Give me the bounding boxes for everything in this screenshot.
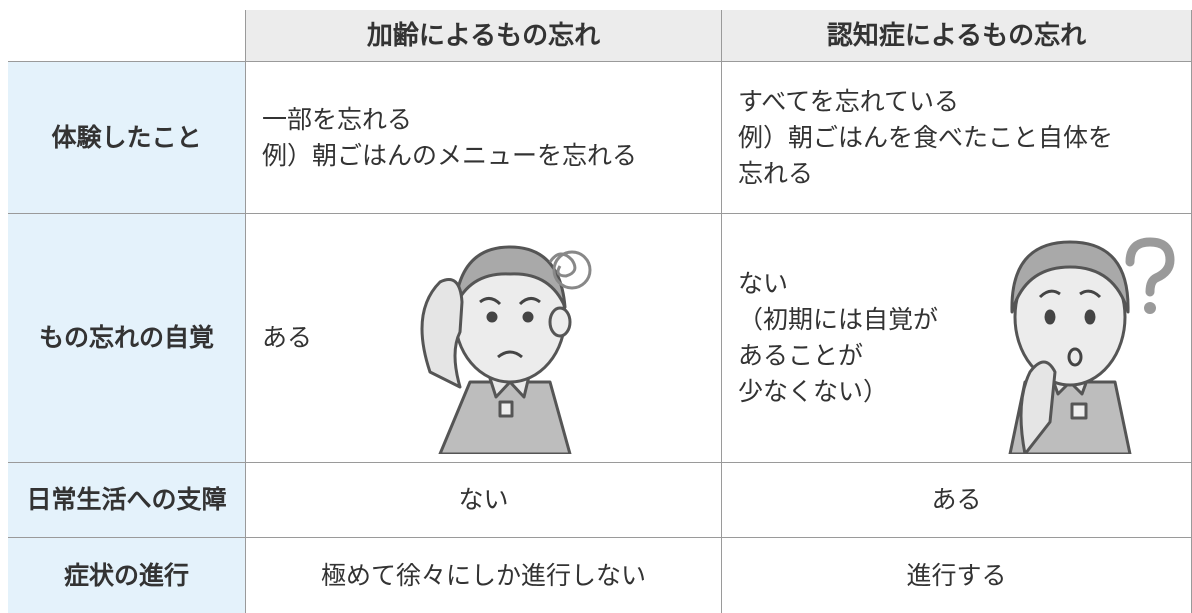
table-cell: 進行する <box>722 538 1192 613</box>
cell-line: 極めて徐々にしか進行しない <box>320 560 646 590</box>
cell-line: 進行する <box>906 560 1007 590</box>
label-text: 日常生活への支障 <box>26 485 227 514</box>
puzzled-man-illustration <box>1008 237 1175 454</box>
row-label: もの忘れの自覚 <box>8 214 246 463</box>
row-label: 日常生活への支障 <box>8 463 246 538</box>
cell-line: あることが <box>738 341 864 370</box>
cell-line: （初期には自覚が <box>738 305 939 334</box>
cell-line: ない <box>738 269 789 298</box>
label-text: もの忘れの自覚 <box>38 323 214 352</box>
table-cell: 一部を忘れる 例）朝ごはんのメニューを忘れる <box>246 62 722 214</box>
header-text: 認知症によるもの忘れ <box>826 20 1087 51</box>
table-cell: すべてを忘れている 例）朝ごはんを食べたこと自体を 忘れる <box>722 62 1192 214</box>
label-text: 体験したこと <box>51 122 202 152</box>
label-text: 症状の進行 <box>63 560 189 590</box>
column-header: 認知症によるもの忘れ <box>722 10 1192 62</box>
cell-line: ある <box>931 485 982 514</box>
table-cell: ない <box>246 463 722 538</box>
header-corner <box>8 10 246 62</box>
row-label: 症状の進行 <box>8 538 246 613</box>
cell-line: 一部を忘れる <box>262 104 413 134</box>
cell-line: 例）朝ごはんのメニューを忘れる <box>262 140 638 170</box>
column-header: 加齢によるもの忘れ <box>246 10 722 62</box>
cell-line: すべてを忘れている <box>738 86 960 116</box>
worried-man-illustration <box>420 245 592 454</box>
row-label: 体験したこと <box>8 62 246 214</box>
table-cell: ある <box>246 214 722 463</box>
cell-line: ない <box>458 485 509 514</box>
header-text: 加齢によるもの忘れ <box>366 20 601 51</box>
table-cell: ない （初期には自覚が あることが 少なくない） <box>722 214 1192 463</box>
table-cell: 極めて徐々にしか進行しない <box>246 538 722 613</box>
cell-line: 少なくない） <box>738 377 889 406</box>
cell-line: 例）朝ごはんを食べたこと自体を <box>738 122 1114 152</box>
cell-line: 忘れる <box>738 158 814 188</box>
cell-line: ある <box>262 323 313 352</box>
table-cell: ある <box>722 463 1192 538</box>
